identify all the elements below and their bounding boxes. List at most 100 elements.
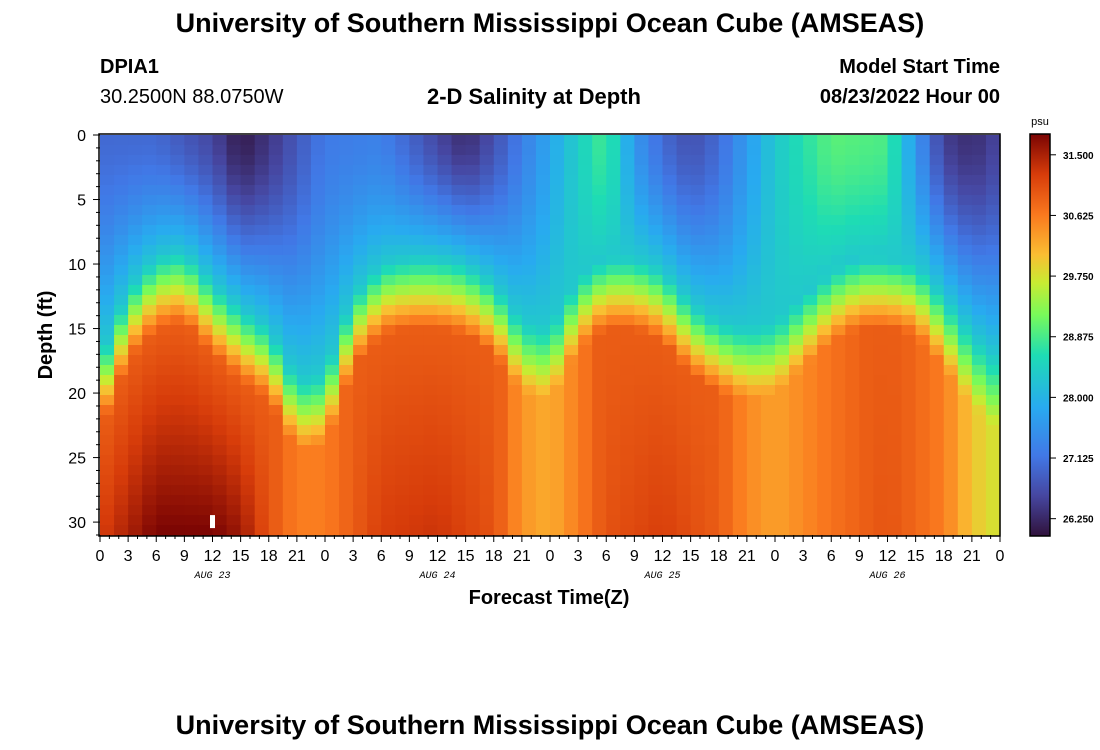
heatmap-cell (634, 465, 650, 476)
heatmap-cell (817, 435, 832, 446)
heatmap-cell (592, 435, 607, 446)
heatmap-cell (493, 495, 509, 506)
heatmap-cell (803, 175, 818, 186)
heatmap-cell (732, 395, 748, 406)
heatmap-cell (690, 445, 706, 456)
heatmap-cell (564, 205, 579, 216)
heatmap-cell (268, 285, 284, 296)
heatmap-cell (676, 145, 692, 156)
heatmap-cell (198, 275, 214, 286)
heatmap-cell (493, 275, 509, 286)
heatmap-cell (592, 475, 607, 486)
heatmap-cell (114, 255, 129, 266)
heatmap-cell (535, 155, 551, 166)
heatmap-cell (184, 235, 200, 246)
heatmap-cell (184, 195, 200, 206)
heatmap-cell (339, 515, 354, 526)
heatmap-cell (212, 385, 228, 396)
heatmap-cell (676, 235, 692, 246)
heatmap-cell (901, 265, 917, 276)
heatmap-cell (156, 305, 171, 316)
heatmap-cell (409, 245, 425, 256)
heatmap-cell (184, 255, 200, 266)
heatmap-cell (367, 385, 382, 396)
heatmap-cell (254, 175, 270, 186)
heatmap-cell (521, 505, 537, 516)
heatmap-cell (634, 325, 650, 336)
heatmap-cell (943, 365, 959, 376)
heatmap-cell (521, 305, 537, 316)
heatmap-cell (746, 385, 762, 396)
heatmap-cell (310, 205, 326, 216)
heatmap-cell (971, 375, 987, 386)
heatmap-cell (114, 195, 129, 206)
heatmap-cell (564, 515, 579, 526)
heatmap-cell (732, 245, 748, 256)
heatmap-cell (578, 195, 593, 206)
heatmap-cell (381, 135, 396, 146)
heatmap-cell (114, 155, 129, 166)
heatmap-cell (859, 165, 875, 176)
heatmap-cell (732, 225, 748, 236)
heatmap-cell (732, 185, 748, 196)
heatmap-cell (465, 185, 481, 196)
heatmap-cell (423, 365, 439, 376)
heatmap-cell (184, 505, 200, 516)
heatmap-cell (957, 485, 973, 496)
heatmap-cell (789, 405, 804, 416)
heatmap-cell (325, 355, 340, 366)
heatmap-cell (718, 395, 734, 406)
heatmap-cell (226, 135, 242, 146)
heatmap-cell (437, 145, 453, 156)
heatmap-cell (268, 225, 284, 236)
heatmap-cell (718, 185, 734, 196)
heatmap-cell (732, 235, 748, 246)
heatmap-cell (198, 455, 214, 466)
heatmap-cell (451, 385, 467, 396)
heatmap-cell (620, 265, 635, 276)
heatmap-cell (184, 425, 200, 436)
heatmap-cell (395, 265, 410, 276)
heatmap-cell (732, 165, 748, 176)
heatmap-cell (339, 245, 354, 256)
colorbar-ticks: 31.50030.62529.75028.87528.00027.12526.2… (1050, 151, 1094, 526)
heatmap-cell (226, 265, 242, 276)
heatmap-cell (915, 315, 931, 326)
heatmap-cell (254, 465, 270, 476)
heatmap-cell (662, 135, 678, 146)
heatmap-cell (943, 245, 959, 256)
heatmap-cell (606, 395, 621, 406)
heatmap-cell (831, 405, 846, 416)
heatmap-cell (831, 455, 846, 466)
heatmap-cell (296, 375, 312, 386)
heatmap-cell (901, 505, 917, 516)
heatmap-cell (606, 205, 621, 216)
y-axis-label: Depth (ft) (35, 291, 57, 380)
heatmap-cell (845, 425, 860, 436)
heatmap-cell (156, 205, 171, 216)
heatmap-cell (929, 425, 945, 436)
heatmap-cell (212, 485, 228, 496)
heatmap-cell (339, 225, 354, 236)
heatmap-cell (156, 275, 171, 286)
heatmap-cell (775, 135, 790, 146)
heatmap-cell (789, 195, 804, 206)
heatmap-cell (156, 245, 171, 256)
heatmap-cell (775, 285, 790, 296)
heatmap-cell (831, 505, 846, 516)
x-tick-label: 0 (96, 548, 105, 565)
heatmap-cell (114, 365, 129, 376)
heatmap-cell (887, 515, 903, 526)
heatmap-cell (971, 225, 987, 236)
heatmap-cell (831, 515, 846, 526)
heatmap-cell (114, 165, 129, 176)
heatmap-cell (521, 355, 537, 366)
heatmap-cell (142, 185, 157, 196)
heatmap-cell (100, 415, 115, 426)
heatmap-cell (282, 165, 298, 176)
heatmap-cell (535, 465, 551, 476)
heatmap-cell (198, 325, 214, 336)
heatmap-cell (606, 225, 621, 236)
heatmap-cell (395, 255, 410, 266)
